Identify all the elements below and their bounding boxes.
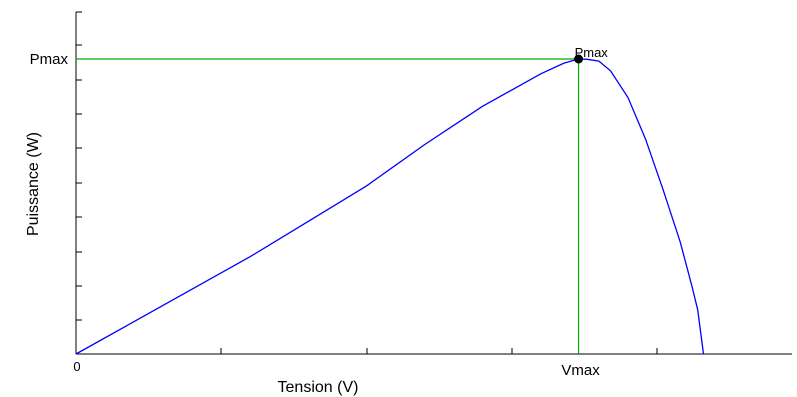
axes xyxy=(75,12,792,355)
max-power-point xyxy=(574,54,584,64)
x-axis-title: Tension (V) xyxy=(278,379,359,396)
x-origin-label: 0 xyxy=(73,359,80,374)
y-axis-title: Puissance (W) xyxy=(25,132,42,236)
y-ticks xyxy=(76,11,82,355)
y-marker-label: Pmax xyxy=(30,51,69,68)
max-guides xyxy=(76,58,580,354)
x-ticks xyxy=(75,348,658,354)
max-point-label: Pmax xyxy=(575,45,609,60)
x-marker-label: Vmax xyxy=(561,362,600,379)
power-curve xyxy=(75,58,705,355)
